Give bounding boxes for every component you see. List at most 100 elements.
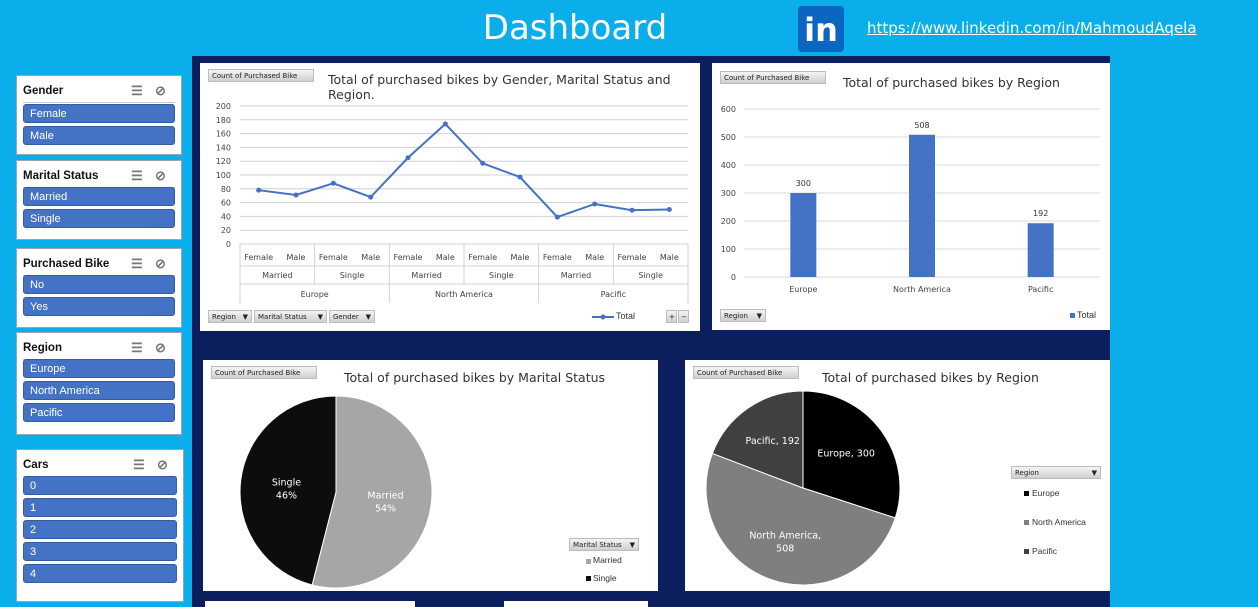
value-field-button[interactable]: Count of Purchased Bike bbox=[720, 71, 826, 84]
gender-field-button[interactable]: Gender ▼ bbox=[329, 310, 375, 323]
legend-label: Pacific bbox=[1032, 546, 1058, 556]
legend-line-icon bbox=[592, 314, 614, 320]
data-point bbox=[330, 180, 336, 186]
slicer-header: Region ☰ ⊘ bbox=[23, 339, 175, 360]
linkedin-link[interactable]: https://www.linkedin.com/in/MahmoudAqela bbox=[867, 19, 1197, 37]
y-tick-label: 120 bbox=[216, 157, 231, 166]
y-tick-label: 200 bbox=[721, 217, 736, 226]
value-field-button[interactable]: Count of Purchased Bike bbox=[208, 69, 314, 82]
pie-label: Single bbox=[272, 478, 301, 489]
y-tick-label: 600 bbox=[721, 105, 736, 114]
value-field-button[interactable]: Count of Purchased Bike bbox=[211, 366, 317, 379]
pie-label: Married bbox=[367, 490, 403, 501]
bar-chart-panel: Count of Purchased Bike Total of purchas… bbox=[712, 63, 1110, 330]
pie-label-value: 46% bbox=[276, 491, 297, 502]
x-tick-marital: Married bbox=[262, 271, 292, 280]
x-tick-label: Europe bbox=[789, 285, 817, 294]
x-tick-gender: Female bbox=[618, 253, 647, 262]
slicer-item[interactable]: Yes bbox=[23, 297, 175, 316]
legend-swatch bbox=[586, 559, 591, 564]
page-title: Dashboard bbox=[482, 8, 668, 48]
slicer-item[interactable]: Male bbox=[23, 126, 175, 145]
data-label: 192 bbox=[1033, 209, 1048, 218]
x-tick-gender: Male bbox=[585, 253, 604, 262]
pie-slice-europe bbox=[802, 390, 901, 519]
x-tick-gender: Male bbox=[361, 253, 380, 262]
slicer-item[interactable]: Europe bbox=[23, 359, 175, 378]
slicer-item[interactable]: North America bbox=[23, 381, 175, 400]
data-label: 300 bbox=[796, 179, 811, 188]
multi-select-icon[interactable]: ☰ bbox=[131, 168, 143, 183]
slicer-item[interactable]: Married bbox=[23, 187, 175, 206]
x-tick-label: Pacific bbox=[1028, 285, 1053, 294]
pie-chart-region: Europe, 300 North America, 508 Pacific, 192 bbox=[705, 390, 901, 586]
region-field-button[interactable]: Region ▼ bbox=[1011, 466, 1101, 479]
data-point bbox=[554, 214, 560, 220]
slicer-item[interactable]: 2 bbox=[23, 520, 177, 539]
y-tick-label: 0 bbox=[731, 273, 736, 282]
slicer-header: Cars ☰ ⊘ bbox=[23, 456, 177, 477]
clear-filter-icon[interactable]: ⊘ bbox=[155, 83, 166, 98]
slicer-purchased-bike: Purchased Bike ☰ ⊘ No Yes bbox=[16, 248, 182, 328]
multi-select-icon[interactable]: ☰ bbox=[131, 256, 143, 271]
slicer-item[interactable]: Single bbox=[23, 209, 175, 228]
legend-label: Total bbox=[616, 311, 636, 321]
multi-select-icon[interactable]: ☰ bbox=[133, 457, 145, 472]
y-tick-label: 20 bbox=[221, 226, 231, 235]
clear-filter-icon[interactable]: ⊘ bbox=[155, 168, 166, 183]
slicer-title: Purchased Bike bbox=[23, 258, 110, 270]
slicer-item[interactable]: 1 bbox=[23, 498, 177, 517]
x-tick-region: North America bbox=[435, 290, 493, 299]
expand-button[interactable]: + bbox=[666, 310, 677, 323]
legend-swatch bbox=[1024, 491, 1029, 496]
slicer-cars: Cars ☰ ⊘ 0 1 2 3 4 bbox=[16, 449, 184, 602]
line-chart: 0 20 40 60 80 100 120 140 160 180 200 Female Male Fe… bbox=[216, 102, 689, 303]
multi-select-icon[interactable]: ☰ bbox=[131, 340, 143, 355]
slicer-item[interactable]: Female bbox=[23, 104, 175, 123]
y-tick-label: 200 bbox=[216, 102, 231, 111]
slicer-gender: Gender ☰ ⊘ Female Male bbox=[16, 75, 182, 155]
slicer-item[interactable]: Pacific bbox=[23, 403, 175, 422]
x-tick-gender: Female bbox=[394, 253, 423, 262]
y-tick-label: 0 bbox=[226, 240, 231, 249]
x-tick-marital: Single bbox=[489, 271, 514, 280]
pie-chart-marital: Married 54% Single 46% bbox=[239, 395, 433, 589]
clear-filter-icon[interactable]: ⊘ bbox=[155, 340, 166, 355]
pie-label: Europe, 300 bbox=[817, 449, 875, 460]
series-line-total bbox=[258, 122, 670, 219]
data-point bbox=[256, 187, 262, 193]
y-tick-label: 60 bbox=[221, 199, 231, 208]
slicer-title: Marital Status bbox=[23, 170, 99, 182]
x-tick-gender: Female bbox=[319, 253, 348, 262]
slicer-title: Cars bbox=[23, 459, 49, 471]
x-tick-label: North America bbox=[893, 285, 951, 294]
legend-swatch bbox=[1070, 313, 1075, 318]
clear-filter-icon[interactable]: ⊘ bbox=[155, 256, 166, 271]
x-tick-gender: Female bbox=[468, 253, 497, 262]
legend-label: Total bbox=[1077, 310, 1097, 320]
value-field-button[interactable]: Count of Purchased Bike bbox=[693, 366, 799, 379]
marital-status-field-button[interactable]: Marital Status ▼ bbox=[569, 538, 639, 551]
clear-filter-icon[interactable]: ⊘ bbox=[157, 457, 168, 472]
legend-label: Single bbox=[593, 573, 617, 583]
slicer-item[interactable]: 4 bbox=[23, 564, 177, 583]
legend-swatch bbox=[586, 576, 591, 581]
slicer-item[interactable]: 0 bbox=[23, 476, 177, 495]
marital-status-field-button[interactable]: Marital Status ▼ bbox=[254, 310, 327, 323]
region-field-button[interactable]: Region ▼ bbox=[208, 310, 252, 323]
pie-slice-married bbox=[311, 395, 433, 589]
slicer-item[interactable]: No bbox=[23, 275, 175, 294]
y-tick-label: 400 bbox=[721, 161, 736, 170]
x-tick-gender: Male bbox=[287, 253, 306, 262]
region-field-button[interactable]: Region ▼ bbox=[720, 309, 766, 322]
legend-label: Europe bbox=[1032, 488, 1060, 498]
x-tick-gender: Female bbox=[244, 253, 273, 262]
multi-select-icon[interactable]: ☰ bbox=[131, 83, 143, 98]
chart-title: Total of purchased bikes by Gender, Mari… bbox=[328, 72, 671, 102]
linkedin-icon[interactable]: in bbox=[798, 6, 844, 52]
panel-edge bbox=[504, 601, 648, 607]
pie-slice-single bbox=[239, 395, 337, 586]
collapse-button[interactable]: − bbox=[678, 310, 689, 323]
slicer-item[interactable]: 3 bbox=[23, 542, 177, 561]
x-tick-marital: Married bbox=[411, 271, 441, 280]
